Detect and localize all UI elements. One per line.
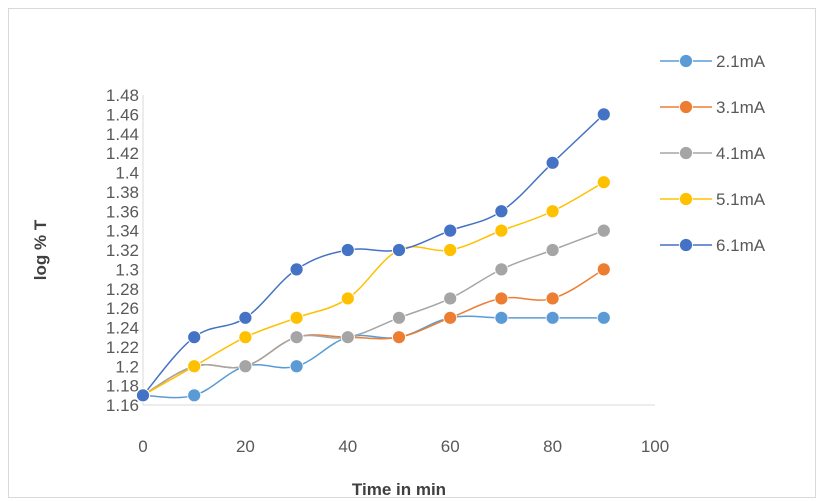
axes [142,95,655,406]
data-point-4.1mA-50 [392,310,406,325]
data-point-3.1mA-90 [596,262,611,277]
x-tick-label: 100 [641,437,669,456]
y-tick-label: 1.16 [106,396,139,415]
data-point-4.1mA-90 [596,223,611,238]
legend-label: 2.1mA [716,52,766,71]
legend-label: 5.1mA [716,190,766,209]
y-tick-label: 1.2 [115,357,139,376]
y-tick-labels: 1.161.181.21.221.241.261.281.31.321.341.… [106,86,139,415]
data-point-6.1mA-80 [545,155,560,170]
y-tick-label: 1.24 [106,319,139,338]
legend: 2.1mA 3.1mA 4.1mA 5.1mA 6.1mA [660,52,766,255]
data-point-4.1mA-40 [340,330,355,345]
series-line-3.1mA [142,268,605,396]
legend-marker [679,238,693,252]
y-tick-label: 1.44 [106,125,139,144]
y-tick-label: 1.34 [106,222,139,241]
x-tick-label: 20 [236,437,255,456]
data-point-2.1mA-90 [596,310,611,325]
series-line-5.1mA [142,181,605,396]
y-tick-label: 1.46 [106,105,139,124]
series-line-2.1mA [142,315,604,399]
y-tick-label: 1.26 [106,299,139,318]
x-axis-title: Time in min [352,480,446,499]
legend-marker [679,146,693,160]
legend-label: 4.1mA [716,144,766,163]
data-point-5.1mA-60 [443,243,458,257]
data-point-2.1mA-10 [187,388,202,403]
data-point-6.1mA-90 [596,107,611,122]
data-point-4.1mA-30 [289,330,304,345]
data-point-5.1mA-40 [340,291,355,306]
data-point-5.1mA-90 [596,175,611,190]
series-line-6.1mA [142,113,605,396]
y-tick-label: 1.36 [106,202,139,221]
legend-label: 6.1mA [716,236,766,255]
data-point-3.1mA-60 [443,310,458,325]
y-tick-label: 1.48 [106,86,139,105]
data-point-2.1mA-70 [494,310,509,325]
data-point-6.1mA-70 [494,204,509,219]
data-point-4.1mA-20 [238,359,253,374]
legend-marker [679,192,693,206]
legend-marker [679,54,693,68]
legend-marker [679,100,693,114]
y-tick-label: 1.42 [106,144,139,163]
data-point-4.1mA-70 [494,262,509,277]
legend-item-6.1mA: 6.1mA [660,236,766,255]
series-line-4.1mA [142,229,605,396]
legend-item-2.1mA: 2.1mA [660,52,766,71]
y-tick-label: 1.28 [106,280,139,299]
y-tick-label: 1.38 [106,183,139,202]
data-point-3.1mA-70 [494,291,509,306]
data-point-3.1mA-50 [392,330,406,345]
x-tick-label: 80 [543,437,562,456]
x-tick-label: 40 [338,437,357,456]
legend-item-3.1mA: 3.1mA [660,98,766,117]
data-point-6.1mA-10 [187,330,202,345]
data-point-5.1mA-10 [187,359,202,374]
y-tick-label: 1.22 [106,338,139,357]
data-point-4.1mA-80 [545,243,560,257]
y-tick-label: 1.18 [106,377,139,396]
x-tick-label: 0 [138,437,147,456]
data-point-6.1mA-40 [340,243,355,257]
series-points [136,107,611,403]
y-tick-label: 1.4 [115,164,139,183]
data-point-2.1mA-80 [545,310,560,325]
series-lines [142,113,605,399]
data-point-6.1mA-50 [392,243,406,257]
data-point-5.1mA-20 [238,330,253,345]
y-tick-label: 1.32 [106,241,139,260]
data-point-5.1mA-70 [494,223,509,238]
data-point-2.1mA-30 [289,359,304,374]
data-point-6.1mA-30 [289,262,304,277]
x-tick-label: 60 [441,437,460,456]
data-point-5.1mA-30 [289,310,304,325]
data-point-5.1mA-80 [545,204,560,219]
data-point-3.1mA-80 [545,291,560,306]
legend-item-4.1mA: 4.1mA [660,144,766,163]
y-tick-label: 1.3 [115,260,139,279]
data-point-6.1mA-60 [443,223,458,238]
legend-item-5.1mA: 5.1mA [660,190,766,209]
data-point-4.1mA-60 [443,291,458,306]
data-point-6.1mA-0 [136,388,150,403]
data-point-6.1mA-20 [238,310,253,325]
y-axis-title: log % T [31,219,50,280]
x-tick-labels: 0 20 40 60 80 100 [138,437,669,456]
legend-label: 3.1mA [716,98,766,117]
